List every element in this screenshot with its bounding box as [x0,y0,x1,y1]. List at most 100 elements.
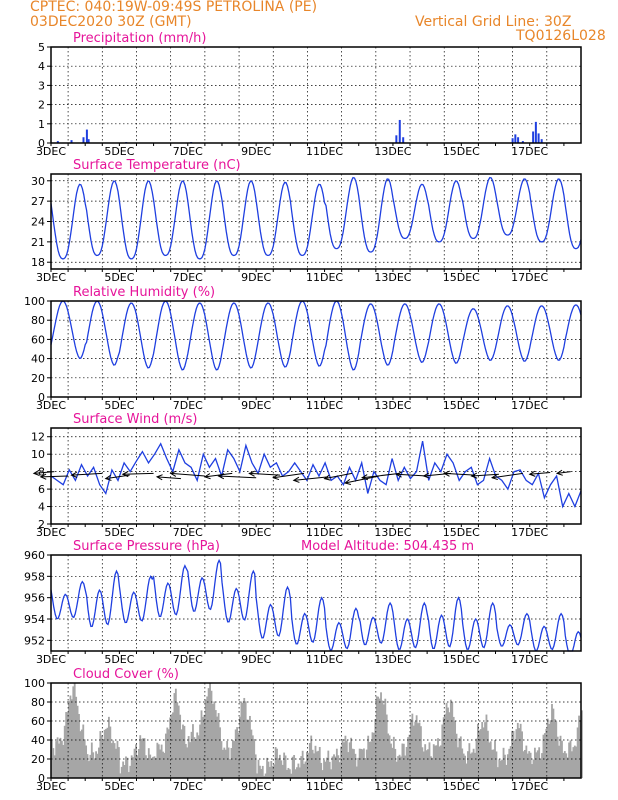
cloud-bar [408,734,411,778]
wind-arrow-shaft [249,472,281,476]
cloud-bar [420,726,422,778]
cloud-bar [300,756,303,778]
wind-ytick-label: 4 [38,501,45,514]
cloud-bar [53,755,56,778]
cloud-bar [499,760,502,778]
temp-xtick-label: 9DEC [241,271,271,284]
cloud-bar [187,736,190,778]
cloud-bar [455,733,458,778]
wind-y-axis: 2 4 6 8 10 12 [31,431,51,531]
cloud-bar [264,773,267,778]
pres-ytick-label: 954 [24,613,45,626]
cloud-bar [372,732,375,778]
cloud-bar [270,761,273,778]
header-model: TQ0126L028 [516,28,606,44]
cloud-bar [51,739,53,778]
cloud-bar [137,749,140,778]
cloud-bar [505,764,508,778]
precip-xtick-label: 11DEC [306,145,343,158]
cloud-bar [237,732,240,778]
cloud-bar [184,743,187,778]
cloud-bar [486,730,489,778]
cloud-bar [152,756,154,778]
cloud-bar [429,756,432,778]
cloud-bar [56,737,59,778]
cloud-bar [142,738,145,778]
precip-panel: Precipitation (mm/h) 0 1 2 3 4 5 3DEC 5DEC 7DEC… [36,31,582,158]
cloud-bar [543,733,546,778]
model-altitude: Model Altitude: 504.435 m [301,539,474,554]
cloud-bar [180,729,183,778]
cloud-bar [353,749,355,778]
precip-bar [521,141,524,143]
wind-xtick-label: 13DEC [374,526,411,539]
cloud-bar [110,743,113,778]
cloud-bar [193,737,196,778]
rh-xtick-label: 17DEC [511,399,548,412]
cloud-bar [133,748,136,778]
precip-bar [537,133,540,143]
cloud-bar [196,732,199,778]
cloud-bar [167,729,170,778]
wind-arrow-head [248,470,256,477]
cloud-bar [370,741,372,778]
cloud-bar [183,725,186,778]
cloud-bar [365,749,368,778]
cloud-bar [72,686,75,778]
wind-arrow-head [70,471,78,478]
precip-bar [395,135,398,143]
cloud-bar [411,713,414,778]
cloud-bar [392,736,395,778]
cloud-xtick-label: 9DEC [241,780,271,793]
cloud-bar [348,742,351,778]
cloud-bar [495,751,498,778]
cloud-bar [70,699,73,778]
precip-bar [85,129,88,143]
cloud-bar [354,753,357,778]
rh-x-axis: 3DEC 5DEC 7DEC 9DEC 11DEC 13DEC 15DEC 17DEC [36,397,565,412]
precip-y-axis: 0 1 2 3 4 5 [38,41,51,150]
cloud-bar [63,725,66,778]
cloud-bar [251,735,254,778]
cloud-bar [558,745,561,778]
pres-xtick-label: 5DEC [104,653,134,666]
cloud-bar [394,748,397,778]
cloud-bar [476,723,479,778]
cloud-bar [172,712,174,778]
cloud-bar [60,740,63,778]
cloud-bar [538,747,541,778]
cloud-bar [119,773,122,778]
cloud-bar [150,759,153,778]
cloud-bar [391,747,394,778]
cloud-bar [227,747,230,778]
cloud-bar [438,746,441,778]
cloud-bar [153,756,156,778]
wind-arrow-head [443,470,450,477]
pres-ytick-label: 956 [24,592,45,605]
cloud-bar [159,749,162,778]
wind-arrow-shaft [444,472,476,476]
cloud-bar [364,758,367,778]
cloud-bar [92,752,95,778]
cloud-bar [381,700,384,778]
cloud-bar [471,752,474,778]
cloud-bar [327,750,330,778]
cloud-bar [117,747,120,778]
cloud-bar [340,746,343,778]
cloud-bar [449,699,452,778]
cloud-bar [367,735,370,778]
cloud-bar [548,723,551,778]
cloud-bar [95,751,97,778]
cloud-bar [338,762,341,778]
precip-bar [540,139,543,143]
rh-xtick-label: 15DEC [443,399,480,412]
cloud-bar [428,742,431,778]
cloud-bar [273,764,276,778]
cloud-bar [221,749,224,778]
cloud-bar [256,773,258,778]
cloud-bar [468,743,471,778]
cloud-bar [569,740,572,778]
temp-xtick-label: 7DEC [173,271,203,284]
cloud-bar [296,767,298,778]
cloud-bar [234,729,237,778]
